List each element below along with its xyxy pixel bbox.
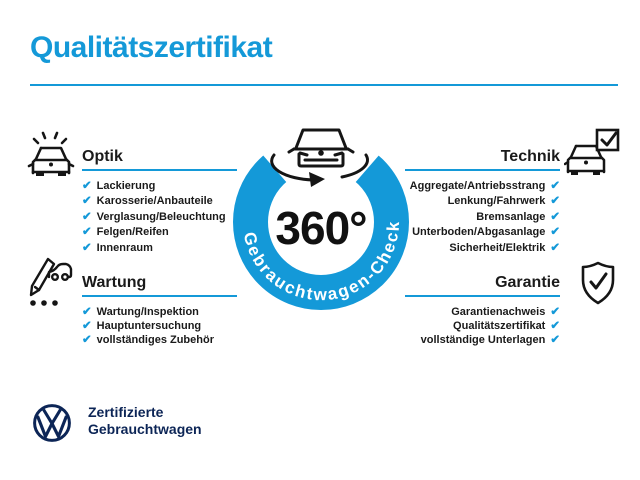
check-item-label: Qualitätszertifikat bbox=[453, 320, 546, 332]
car-checkbox-icon bbox=[564, 128, 620, 175]
section-divider bbox=[405, 169, 560, 171]
check-item: ✔ Innenraum bbox=[82, 241, 237, 256]
check-item: ✔ Sicherheit/Elektrik bbox=[405, 241, 560, 256]
section-divider bbox=[82, 295, 237, 297]
check-item: ✔ Hauptuntersuchung bbox=[82, 319, 237, 333]
check-item: ✔ Garantienachweis bbox=[405, 305, 560, 319]
check-item: ✔ Wartung/Inspektion bbox=[82, 305, 237, 319]
section-optik: Optik ✔ Lackierung ✔ Karosserie/Anbauteile ✔… bbox=[82, 148, 237, 256]
car-rotation-icon bbox=[270, 128, 369, 187]
check-list: ✔ Wartung/Inspektion ✔ Hauptuntersuchung ✔ vo… bbox=[82, 305, 237, 347]
section-technik: Technik ✔ Aggregate/Antriebsstrang ✔ Lenkun… bbox=[405, 148, 560, 256]
check-item-label: Lackierung bbox=[96, 180, 156, 192]
badge-degrees-label: 360° bbox=[275, 202, 366, 254]
check-list: ✔ Garantienachweis ✔ Qualitätszertifikat ✔ vo… bbox=[405, 305, 560, 347]
badge-ring-notch bbox=[242, 118, 400, 222]
page-title: Qualitätszertifikat bbox=[30, 31, 273, 64]
check-icon: ✔ bbox=[550, 226, 560, 239]
check-item-label: vollständiges Zubehör bbox=[96, 334, 214, 346]
brand-claim: Zertifizierte Gebrauchtwagen bbox=[88, 404, 202, 438]
check-icon: ✔ bbox=[82, 210, 92, 223]
brand-claim-line1: Zertifizierte bbox=[88, 404, 164, 420]
check-icon: ✔ bbox=[82, 226, 92, 239]
title-divider bbox=[30, 84, 618, 86]
check-item: ✔ Qualitätszertifikat bbox=[405, 319, 560, 333]
service-checklist-icon bbox=[29, 257, 73, 306]
check-item-label: Lenkung/Fahrwerk bbox=[447, 195, 546, 208]
check-item: ✔ Bremsanlage bbox=[405, 210, 560, 225]
section-divider bbox=[82, 169, 237, 171]
shield-check-icon bbox=[581, 261, 615, 305]
check-item: ✔ vollständige Unterlagen bbox=[405, 333, 560, 347]
car-shine-icon bbox=[27, 131, 75, 176]
check-item: ✔ Karosserie/Anbauteile bbox=[82, 194, 237, 209]
check-icon: ✔ bbox=[550, 180, 560, 192]
section-heading: Optik bbox=[82, 148, 123, 165]
check-list: ✔ Lackierung ✔ Karosserie/Anbauteile ✔ Vergla… bbox=[82, 179, 237, 256]
check-icon: ✔ bbox=[82, 306, 92, 318]
check-icon: ✔ bbox=[550, 210, 560, 223]
check-icon: ✔ bbox=[550, 334, 560, 346]
check-item-label: Felgen/Reifen bbox=[96, 226, 169, 239]
check-icon: ✔ bbox=[550, 320, 560, 332]
check-icon: ✔ bbox=[550, 306, 560, 318]
check-item: ✔ Felgen/Reifen bbox=[82, 225, 237, 240]
check-icon: ✔ bbox=[82, 195, 92, 208]
check-item-label: Garantienachweis bbox=[451, 306, 546, 318]
check-item-label: Aggregate/Antriebsstrang bbox=[409, 180, 546, 192]
check-item: ✔ Verglasung/Beleuchtung bbox=[82, 210, 237, 225]
check-icon: ✔ bbox=[82, 320, 92, 332]
brand-claim-line2: Gebrauchtwagen bbox=[88, 421, 202, 437]
section-divider bbox=[405, 295, 560, 297]
check-item-label: Wartung/Inspektion bbox=[96, 306, 199, 318]
check-icon: ✔ bbox=[550, 195, 560, 208]
check-item-label: Innenraum bbox=[96, 241, 153, 254]
check-item: ✔ Lackierung bbox=[82, 179, 237, 194]
check-item-label: Sicherheit/Elektrik bbox=[449, 241, 546, 254]
check-icon: ✔ bbox=[82, 241, 92, 254]
check-icon: ✔ bbox=[550, 241, 560, 254]
check-item-label: Verglasung/Beleuchtung bbox=[96, 210, 226, 223]
section-wartung: Wartung ✔ Wartung/Inspektion ✔ Hauptuntersu… bbox=[82, 274, 237, 347]
check-item-label: Unterboden/Abgasanlage bbox=[412, 226, 546, 239]
check-item-label: Hauptuntersuchung bbox=[96, 320, 202, 332]
check-icon: ✔ bbox=[82, 180, 92, 192]
check-list: ✔ Aggregate/Antriebsstrang ✔ Lenkung/Fahrwe… bbox=[405, 179, 560, 256]
check-item: ✔ vollständiges Zubehör bbox=[82, 333, 237, 347]
vw-logo bbox=[33, 404, 71, 442]
section-garantie: Garantie ✔ Garantienachweis ✔ Qualitätszert… bbox=[405, 274, 560, 347]
section-heading: Garantie bbox=[495, 274, 560, 291]
check-item-label: Karosserie/Anbauteile bbox=[96, 195, 213, 208]
badge-360-gebrauchtwagen-check: Gebrauchtwagen-Check 360° bbox=[233, 118, 409, 310]
check-item: ✔ Lenkung/Fahrwerk bbox=[405, 194, 560, 209]
section-heading: Wartung bbox=[82, 274, 147, 291]
check-item: ✔ Aggregate/Antriebsstrang bbox=[405, 179, 560, 194]
check-item: ✔ Unterboden/Abgasanlage bbox=[405, 225, 560, 240]
check-icon: ✔ bbox=[82, 334, 92, 346]
section-heading: Technik bbox=[500, 148, 560, 165]
check-item-label: Bremsanlage bbox=[476, 210, 546, 223]
check-item-label: vollständige Unterlagen bbox=[420, 334, 546, 346]
